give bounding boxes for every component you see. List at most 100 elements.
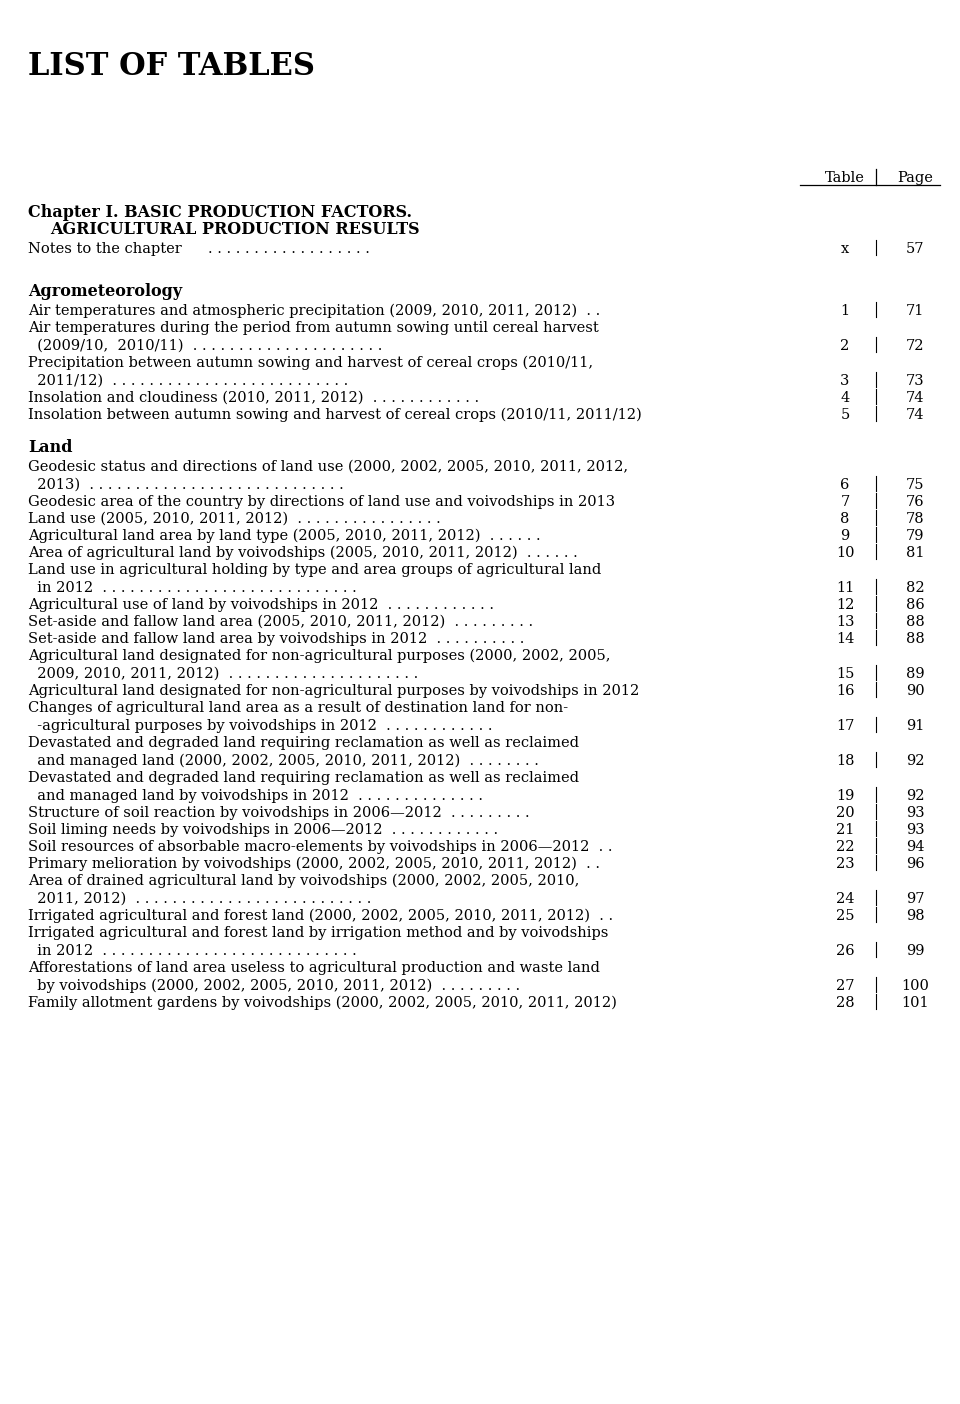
Text: 2011, 2012)  . . . . . . . . . . . . . . . . . . . . . . . . . .: 2011, 2012) . . . . . . . . . . . . . . … — [28, 892, 372, 906]
Text: 101: 101 — [901, 995, 929, 1009]
Text: 92: 92 — [905, 754, 924, 768]
Text: Air temperatures and atmospheric precipitation (2009, 2010, 2011, 2012)  . .: Air temperatures and atmospheric precipi… — [28, 303, 600, 317]
Text: 78: 78 — [905, 511, 924, 525]
Text: Land: Land — [28, 438, 73, 455]
Text: 88: 88 — [905, 615, 924, 629]
Text: 73: 73 — [905, 373, 924, 388]
Text: 97: 97 — [905, 892, 924, 906]
Text: Insolation between autumn sowing and harvest of cereal crops (2010/11, 2011/12): Insolation between autumn sowing and har… — [28, 407, 641, 423]
Text: Set-aside and fallow land area (2005, 2010, 2011, 2012)  . . . . . . . . .: Set-aside and fallow land area (2005, 20… — [28, 615, 533, 629]
Text: Agricultural land designated for non-agricultural purposes by voivodships in 201: Agricultural land designated for non-agr… — [28, 684, 639, 698]
Text: 6: 6 — [840, 477, 850, 491]
Text: AGRICULTURAL PRODUCTION RESULTS: AGRICULTURAL PRODUCTION RESULTS — [50, 220, 420, 237]
Text: 24: 24 — [836, 892, 854, 906]
Text: 98: 98 — [905, 908, 924, 922]
Text: 72: 72 — [905, 338, 924, 352]
Text: 11: 11 — [836, 581, 854, 594]
Text: 27: 27 — [836, 979, 854, 993]
Text: 20: 20 — [836, 806, 854, 820]
Text: and managed land by voivodships in 2012  . . . . . . . . . . . . . .: and managed land by voivodships in 2012 … — [28, 789, 483, 803]
Text: 93: 93 — [905, 806, 924, 820]
Text: 28: 28 — [836, 995, 854, 1009]
Text: Structure of soil reaction by voivodships in 2006—2012  . . . . . . . . .: Structure of soil reaction by voivodship… — [28, 806, 530, 820]
Text: Devastated and degraded land requiring reclamation as well as reclaimed: Devastated and degraded land requiring r… — [28, 736, 579, 750]
Text: 23: 23 — [836, 856, 854, 870]
Text: Set-aside and fallow land area by voivodships in 2012  . . . . . . . . . .: Set-aside and fallow land area by voivod… — [28, 632, 524, 646]
Text: 57: 57 — [905, 241, 924, 256]
Text: 19: 19 — [836, 789, 854, 803]
Text: Soil resources of absorbable macro-elements by voivodships in 2006—2012  . .: Soil resources of absorbable macro-eleme… — [28, 840, 612, 854]
Text: Insolation and cloudiness (2010, 2011, 2012)  . . . . . . . . . . . .: Insolation and cloudiness (2010, 2011, 2… — [28, 390, 479, 404]
Text: 92: 92 — [905, 789, 924, 803]
Text: Table: Table — [825, 171, 865, 185]
Text: Land use (2005, 2010, 2011, 2012)  . . . . . . . . . . . . . . . .: Land use (2005, 2010, 2011, 2012) . . . … — [28, 511, 441, 525]
Text: Page: Page — [897, 171, 933, 185]
Text: 81: 81 — [905, 546, 924, 560]
Text: 25: 25 — [836, 908, 854, 922]
Text: 13: 13 — [836, 615, 854, 629]
Text: x: x — [841, 241, 850, 256]
Text: Air temperatures during the period from autumn sowing until cereal harvest: Air temperatures during the period from … — [28, 320, 599, 334]
Text: 2: 2 — [840, 338, 850, 352]
Text: Agricultural use of land by voivodships in 2012  . . . . . . . . . . . .: Agricultural use of land by voivodships … — [28, 598, 494, 612]
Text: Afforestations of land area useless to agricultural production and waste land: Afforestations of land area useless to a… — [28, 960, 600, 974]
Text: in 2012  . . . . . . . . . . . . . . . . . . . . . . . . . . . .: in 2012 . . . . . . . . . . . . . . . . … — [28, 943, 357, 958]
Text: and managed land (2000, 2002, 2005, 2010, 2011, 2012)  . . . . . . . .: and managed land (2000, 2002, 2005, 2010… — [28, 754, 539, 768]
Text: Land use in agricultural holding by type and area groups of agricultural land: Land use in agricultural holding by type… — [28, 563, 601, 577]
Text: Devastated and degraded land requiring reclamation as well as reclaimed: Devastated and degraded land requiring r… — [28, 771, 579, 785]
Text: 21: 21 — [836, 823, 854, 837]
Text: 79: 79 — [905, 528, 924, 542]
Text: 14: 14 — [836, 632, 854, 646]
Text: 9: 9 — [840, 528, 850, 542]
Text: Family allotment gardens by voivodships (2000, 2002, 2005, 2010, 2011, 2012): Family allotment gardens by voivodships … — [28, 995, 617, 1009]
Text: -agricultural purposes by voivodships in 2012  . . . . . . . . . . . .: -agricultural purposes by voivodships in… — [28, 719, 492, 733]
Text: 7: 7 — [840, 494, 850, 508]
Text: Area of drained agricultural land by voivodships (2000, 2002, 2005, 2010,: Area of drained agricultural land by voi… — [28, 873, 580, 887]
Text: 74: 74 — [905, 390, 924, 404]
Text: 17: 17 — [836, 719, 854, 733]
Text: 1: 1 — [840, 303, 850, 317]
Text: 90: 90 — [905, 684, 924, 698]
Text: 18: 18 — [836, 754, 854, 768]
Text: Agricultural land designated for non-agricultural purposes (2000, 2002, 2005,: Agricultural land designated for non-agr… — [28, 649, 611, 663]
Text: 15: 15 — [836, 667, 854, 681]
Text: 71: 71 — [906, 303, 924, 317]
Text: 76: 76 — [905, 494, 924, 508]
Text: by voivodships (2000, 2002, 2005, 2010, 2011, 2012)  . . . . . . . . .: by voivodships (2000, 2002, 2005, 2010, … — [28, 979, 520, 993]
Text: Chapter I. BASIC PRODUCTION FACTORS.: Chapter I. BASIC PRODUCTION FACTORS. — [28, 204, 412, 220]
Text: Notes to the chapter: Notes to the chapter — [28, 241, 181, 256]
Text: Precipitation between autumn sowing and harvest of cereal crops (2010/11,: Precipitation between autumn sowing and … — [28, 355, 593, 371]
Text: 88: 88 — [905, 632, 924, 646]
Text: 4: 4 — [840, 390, 850, 404]
Text: 3: 3 — [840, 373, 850, 388]
Text: 10: 10 — [836, 546, 854, 560]
Text: 91: 91 — [906, 719, 924, 733]
Text: (2009/10,  2010/11)  . . . . . . . . . . . . . . . . . . . . .: (2009/10, 2010/11) . . . . . . . . . . .… — [28, 338, 382, 352]
Text: Irrigated agricultural and forest land by irrigation method and by voivodships: Irrigated agricultural and forest land b… — [28, 925, 609, 939]
Text: 16: 16 — [836, 684, 854, 698]
Text: 100: 100 — [901, 979, 929, 993]
Text: 75: 75 — [905, 477, 924, 491]
Text: 99: 99 — [905, 943, 924, 958]
Text: 22: 22 — [836, 840, 854, 854]
Text: Irrigated agricultural and forest land (2000, 2002, 2005, 2010, 2011, 2012)  . .: Irrigated agricultural and forest land (… — [28, 908, 613, 922]
Text: Agrometeorology: Agrometeorology — [28, 282, 182, 299]
Text: 2009, 2010, 2011, 2012)  . . . . . . . . . . . . . . . . . . . . .: 2009, 2010, 2011, 2012) . . . . . . . . … — [28, 667, 419, 681]
Text: 96: 96 — [905, 856, 924, 870]
Text: Changes of agricultural land area as a result of destination land for non-: Changes of agricultural land area as a r… — [28, 701, 568, 715]
Text: Geodesic area of the country by directions of land use and voivodships in 2013: Geodesic area of the country by directio… — [28, 494, 615, 508]
Text: 5: 5 — [840, 407, 850, 421]
Text: 8: 8 — [840, 511, 850, 525]
Text: 26: 26 — [836, 943, 854, 958]
Text: Geodesic status and directions of land use (2000, 2002, 2005, 2010, 2011, 2012,: Geodesic status and directions of land u… — [28, 459, 628, 473]
Text: 94: 94 — [905, 840, 924, 854]
Text: in 2012  . . . . . . . . . . . . . . . . . . . . . . . . . . . .: in 2012 . . . . . . . . . . . . . . . . … — [28, 581, 357, 594]
Text: 2013)  . . . . . . . . . . . . . . . . . . . . . . . . . . . .: 2013) . . . . . . . . . . . . . . . . . … — [28, 477, 344, 491]
Text: LIST OF TABLES: LIST OF TABLES — [28, 51, 315, 81]
Text: 93: 93 — [905, 823, 924, 837]
Text: Area of agricultural land by voivodships (2005, 2010, 2011, 2012)  . . . . . .: Area of agricultural land by voivodships… — [28, 546, 578, 560]
Text: 74: 74 — [905, 407, 924, 421]
Text: 82: 82 — [905, 581, 924, 594]
Text: Agricultural land area by land type (2005, 2010, 2011, 2012)  . . . . . .: Agricultural land area by land type (200… — [28, 528, 540, 543]
Text: . . . . . . . . . . . . . . . . . .: . . . . . . . . . . . . . . . . . . — [208, 241, 370, 256]
